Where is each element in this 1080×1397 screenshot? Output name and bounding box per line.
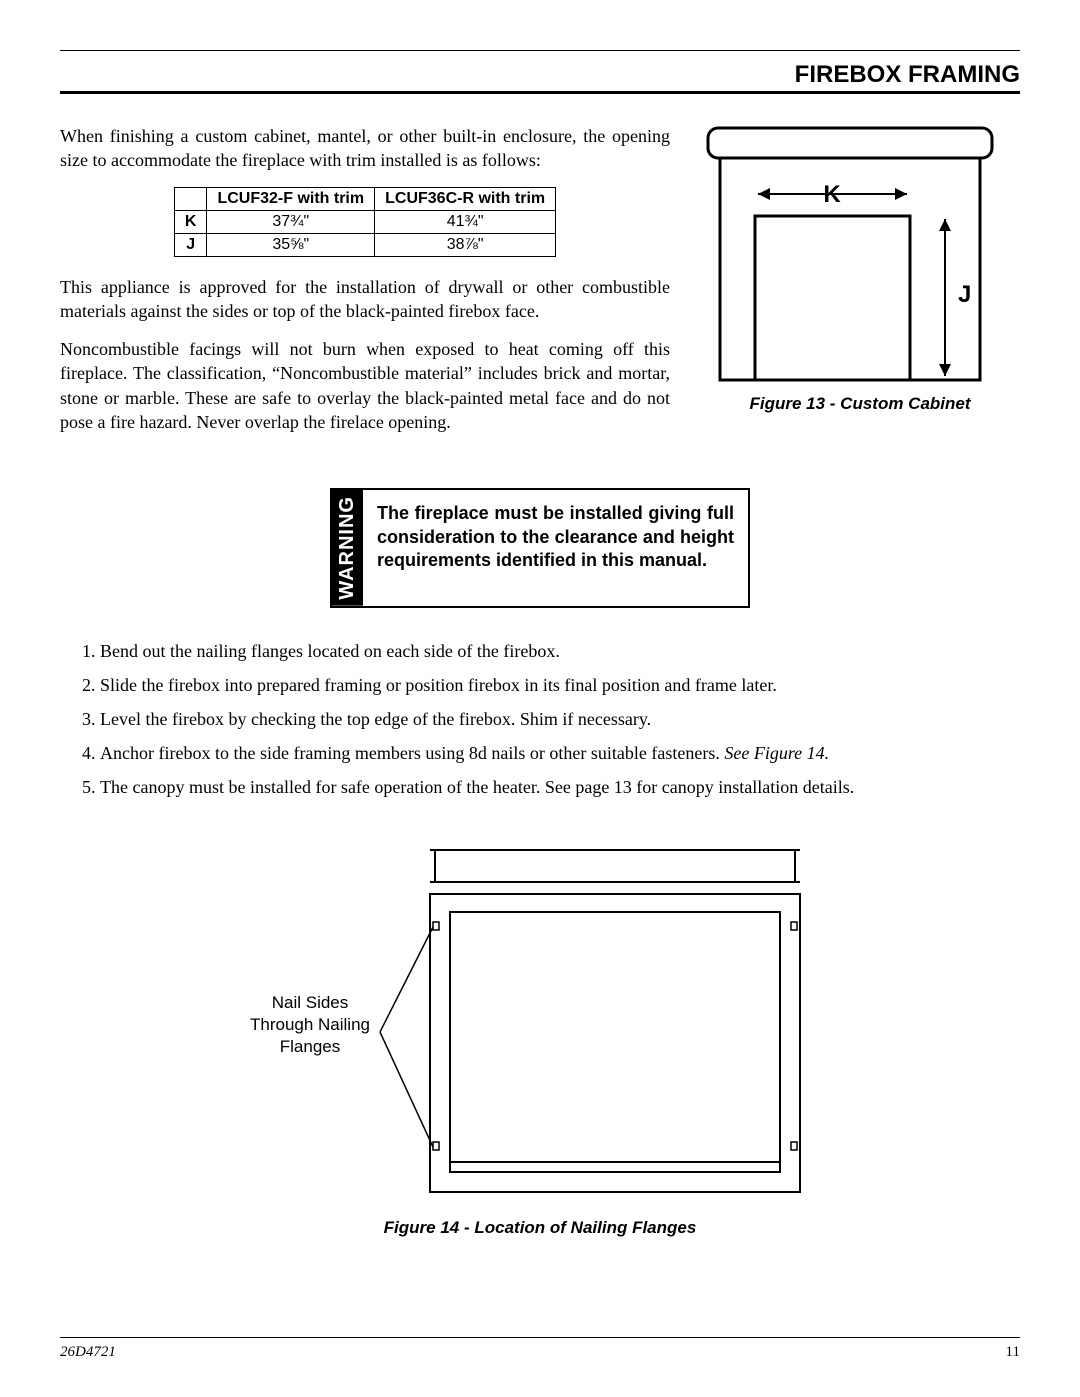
header-blank [174,187,207,210]
footer-page: 11 [1006,1344,1020,1361]
warning-text: The fireplace must be installed giving f… [363,490,748,606]
installation-steps: Bend out the nailing flanges located on … [60,638,1020,801]
step-4: Anchor firebox to the side framing membe… [100,740,1020,768]
figure-14-diagram: Nail Sides Through Nailing Flanges [220,842,860,1212]
section-title: FIREBOX FRAMING [60,61,1020,94]
paragraph-1: When finishing a custom cabinet, mantel,… [60,124,670,173]
nail-label: Nail Sides Through Nailing Flanges [240,992,380,1058]
header-lcuf36: LCUF36C-R with trim [375,187,556,210]
warning-box: WARNING The fireplace must be installed … [330,488,750,608]
warning-box-wrap: WARNING The fireplace must be installed … [60,488,1020,608]
step-1: Bend out the nailing flanges located on … [100,638,1020,666]
figure-13-diagram: K J [700,124,1000,384]
paragraph-3: Noncombustible facings will not burn whe… [60,337,670,434]
fig13-k-label: K [823,181,841,208]
top-rule [60,50,1020,51]
step-3: Level the firebox by checking the top ed… [100,706,1020,734]
figure-14-wrap: Nail Sides Through Nailing Flanges Figur… [60,842,1020,1238]
row-k-label: K [174,210,207,233]
step-4-ref: See Figure 14. [724,743,829,763]
table-header-row: LCUF32-F with trim LCUF36C-R with trim [174,187,555,210]
upper-region: When finishing a custom cabinet, mantel,… [60,124,1020,448]
warning-label: WARNING [332,490,363,606]
right-column: K J Figure 13 - Custom Cabinet [700,124,1020,448]
row-j-c1: 35⅝" [207,233,375,256]
footer-docnum: 26D4721 [60,1344,116,1361]
page-footer: 26D4721 11 [60,1337,1020,1361]
figure-13-caption: Figure 13 - Custom Cabinet [700,394,1020,414]
paragraph-2: This appliance is approved for the insta… [60,275,670,324]
row-j-c2: 38⅞" [375,233,556,256]
step-2: Slide the firebox into prepared framing … [100,672,1020,700]
dimensions-table-wrap: LCUF32-F with trim LCUF36C-R with trim K… [60,187,670,257]
left-column: When finishing a custom cabinet, mantel,… [60,124,670,448]
step-5: The canopy must be installed for safe op… [100,774,1020,802]
table-row: J 35⅝" 38⅞" [174,233,555,256]
row-j-label: J [174,233,207,256]
fig13-j-label: J [958,281,971,308]
step-4-text: Anchor firebox to the side framing membe… [100,743,720,763]
table-row: K 37¾" 41¾" [174,210,555,233]
figure-14-caption: Figure 14 - Location of Nailing Flanges [384,1218,697,1238]
dimensions-table: LCUF32-F with trim LCUF36C-R with trim K… [174,187,556,257]
header-lcuf32: LCUF32-F with trim [207,187,375,210]
row-k-c1: 37¾" [207,210,375,233]
row-k-c2: 41¾" [375,210,556,233]
